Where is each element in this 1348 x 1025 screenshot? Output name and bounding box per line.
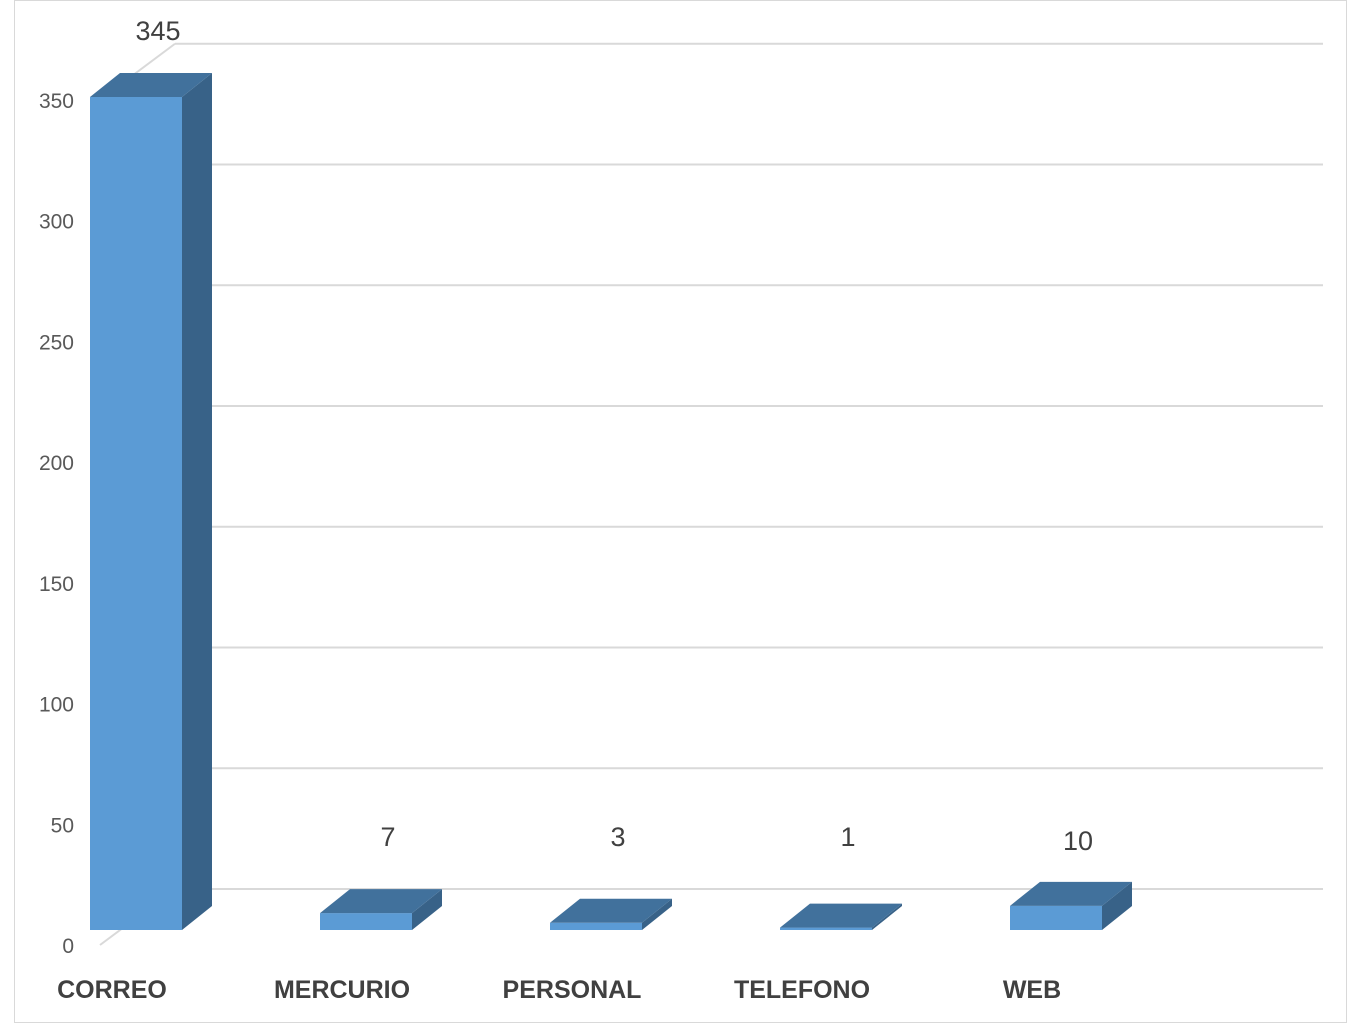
x-axis-categories: CORREO MERCURIO PERSONAL TELEFONO WEB <box>57 976 1061 1004</box>
gridline <box>99 284 1323 343</box>
gridlines <box>99 42 1323 946</box>
bar-top <box>550 898 672 923</box>
category-label: TELEFONO <box>734 976 870 1004</box>
bar <box>550 898 672 930</box>
bar-top <box>320 889 442 914</box>
gridline <box>99 42 1323 101</box>
gridline <box>99 767 1323 826</box>
y-axis-ticks: 0 50 100 150 200 250 300 350 <box>39 90 74 958</box>
y-tick-label: 200 <box>39 452 74 475</box>
bar-front <box>90 97 182 930</box>
data-label: 10 <box>1063 826 1093 856</box>
bar <box>780 903 902 930</box>
category-label: CORREO <box>57 976 167 1004</box>
bar-top <box>90 73 212 97</box>
gridline <box>99 525 1323 584</box>
gridline <box>99 646 1323 705</box>
data-label: 3 <box>610 822 625 852</box>
bar-front <box>320 913 412 930</box>
bars <box>90 73 1132 930</box>
bar-side <box>412 889 442 930</box>
data-labels: 345 7 3 1 10 <box>135 16 1093 856</box>
bar-front <box>780 927 872 930</box>
bar-side <box>182 73 212 930</box>
y-tick-label: 350 <box>39 90 74 113</box>
gridline <box>99 405 1323 463</box>
bar-front <box>550 922 642 930</box>
chart-frame <box>14 0 1347 1023</box>
data-label: 1 <box>840 822 855 852</box>
bar-front <box>1010 905 1102 930</box>
bar <box>320 889 442 930</box>
data-label: 345 <box>135 16 180 46</box>
bar-side <box>872 903 902 930</box>
bar-side <box>1102 881 1132 930</box>
gridline <box>99 888 1323 946</box>
bar <box>1010 881 1132 930</box>
category-label: PERSONAL <box>503 976 642 1004</box>
y-tick-label: 250 <box>39 331 74 354</box>
y-tick-label: 50 <box>51 814 74 837</box>
category-label: MERCURIO <box>274 976 410 1004</box>
bar-top <box>780 903 902 928</box>
data-label: 7 <box>380 822 395 852</box>
category-label: WEB <box>1003 976 1061 1004</box>
y-tick-label: 150 <box>39 573 74 596</box>
y-tick-label: 0 <box>62 935 74 958</box>
bar-top <box>1010 881 1132 906</box>
gridline <box>99 163 1323 222</box>
bar-side <box>642 898 672 930</box>
y-tick-label: 300 <box>39 211 74 234</box>
y-tick-label: 100 <box>39 694 74 717</box>
bar <box>90 73 212 930</box>
